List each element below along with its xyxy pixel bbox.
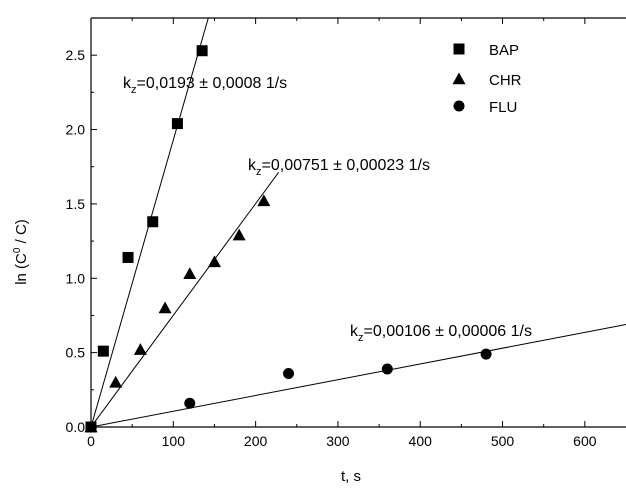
- x-tick-label: 500: [491, 433, 515, 449]
- chr-point: [207, 255, 221, 268]
- x-tick-label: 300: [326, 433, 350, 449]
- flu-legend-label: FLU: [489, 99, 517, 116]
- y-tick-label: 2.5: [66, 47, 86, 63]
- chr-point: [133, 343, 147, 355]
- y-tick-label: 1.5: [66, 196, 86, 212]
- legend: BAP CHR FLU: [452, 42, 522, 116]
- flu-point: [184, 397, 196, 409]
- flu-rate-annotation: kz=0,00106 ± 0,00006 1/s: [350, 323, 532, 344]
- bap-rate-annotation: kz=0,0193 ± 0,0008 1/s: [123, 75, 287, 96]
- bap-point: [196, 45, 208, 57]
- bap-point: [97, 345, 109, 357]
- bap-point: [171, 118, 183, 130]
- chr-legend-marker: [452, 72, 466, 85]
- bap-point: [147, 216, 159, 228]
- bap-legend-marker: [453, 43, 465, 55]
- ticks: 0 100 200 300 400 500 600 0.0 0.5 1.0 1.5 2.0 2.5: [66, 18, 597, 449]
- chr-point: [109, 375, 123, 388]
- chr-rate-annotation: kz=0,00751 ± 0,00023 1/s: [248, 157, 430, 178]
- chr-point: [158, 301, 172, 314]
- chr-legend-label: CHR: [489, 72, 522, 89]
- chr-point: [183, 267, 197, 280]
- x-axis-label: t, s: [341, 468, 361, 485]
- y-tick-label: 2.0: [66, 122, 86, 138]
- x-tick-label: 600: [573, 433, 597, 449]
- bap-point: [122, 251, 134, 263]
- annotations: kz=0,0193 ± 0,0008 1/s kz=0,00751 ± 0,000…: [123, 75, 532, 344]
- chr-point: [232, 228, 246, 241]
- y-axis-label: ln (C0 / C): [12, 219, 30, 285]
- x-tick-label: 0: [87, 433, 95, 449]
- bap-legend-label: BAP: [489, 42, 519, 59]
- flu-point: [283, 367, 295, 379]
- y-tick-label: 0.5: [66, 345, 86, 361]
- x-tick-label: 200: [244, 433, 268, 449]
- y-tick-label: 1.0: [66, 270, 86, 286]
- x-tick-label: 400: [409, 433, 433, 449]
- flu-fit-line: [91, 324, 626, 427]
- axes: [90, 17, 626, 428]
- y-tick-label: 0.0: [66, 419, 86, 435]
- x-tick-label: 100: [162, 433, 186, 449]
- flu-point: [480, 348, 492, 360]
- flu-point: [381, 363, 393, 375]
- chr-fit-line: [91, 172, 280, 427]
- chr-point: [257, 194, 271, 207]
- flu-legend-marker: [453, 100, 465, 112]
- data-markers: [84, 45, 492, 433]
